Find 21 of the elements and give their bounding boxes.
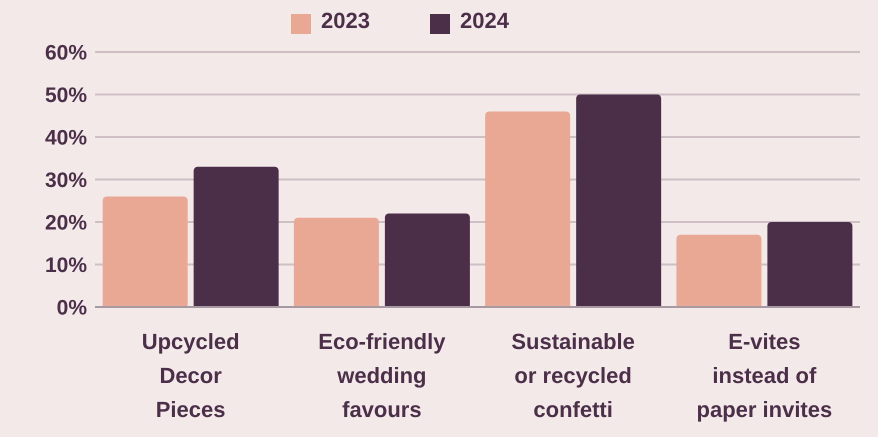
bar (767, 222, 852, 307)
x-tick-label: Sustainable or recycled confetti (511, 329, 635, 422)
bar (576, 94, 662, 307)
bar (676, 234, 762, 307)
y-tick-label: 30% (44, 168, 88, 192)
y-tick-label: 60% (44, 41, 88, 64)
bar (294, 218, 379, 307)
bar (384, 214, 470, 307)
y-tick-label: 50% (44, 84, 88, 107)
bar (102, 196, 188, 307)
y-tick-label: 0% (56, 296, 88, 320)
y-tick-label: 40% (44, 126, 88, 150)
x-tick-label: E-vites instead of paper invites (696, 329, 832, 422)
legend-label: 2024 (460, 8, 509, 33)
bar (194, 166, 279, 307)
y-tick-label: 10% (44, 254, 88, 277)
bar (485, 112, 570, 307)
legend-label: 2023 (321, 8, 370, 33)
y-tick-label: 20% (44, 211, 88, 234)
x-tick-label: Eco-friendly wedding favours (318, 329, 446, 422)
x-tick-label: Upcycled Decor Pieces (142, 329, 240, 422)
